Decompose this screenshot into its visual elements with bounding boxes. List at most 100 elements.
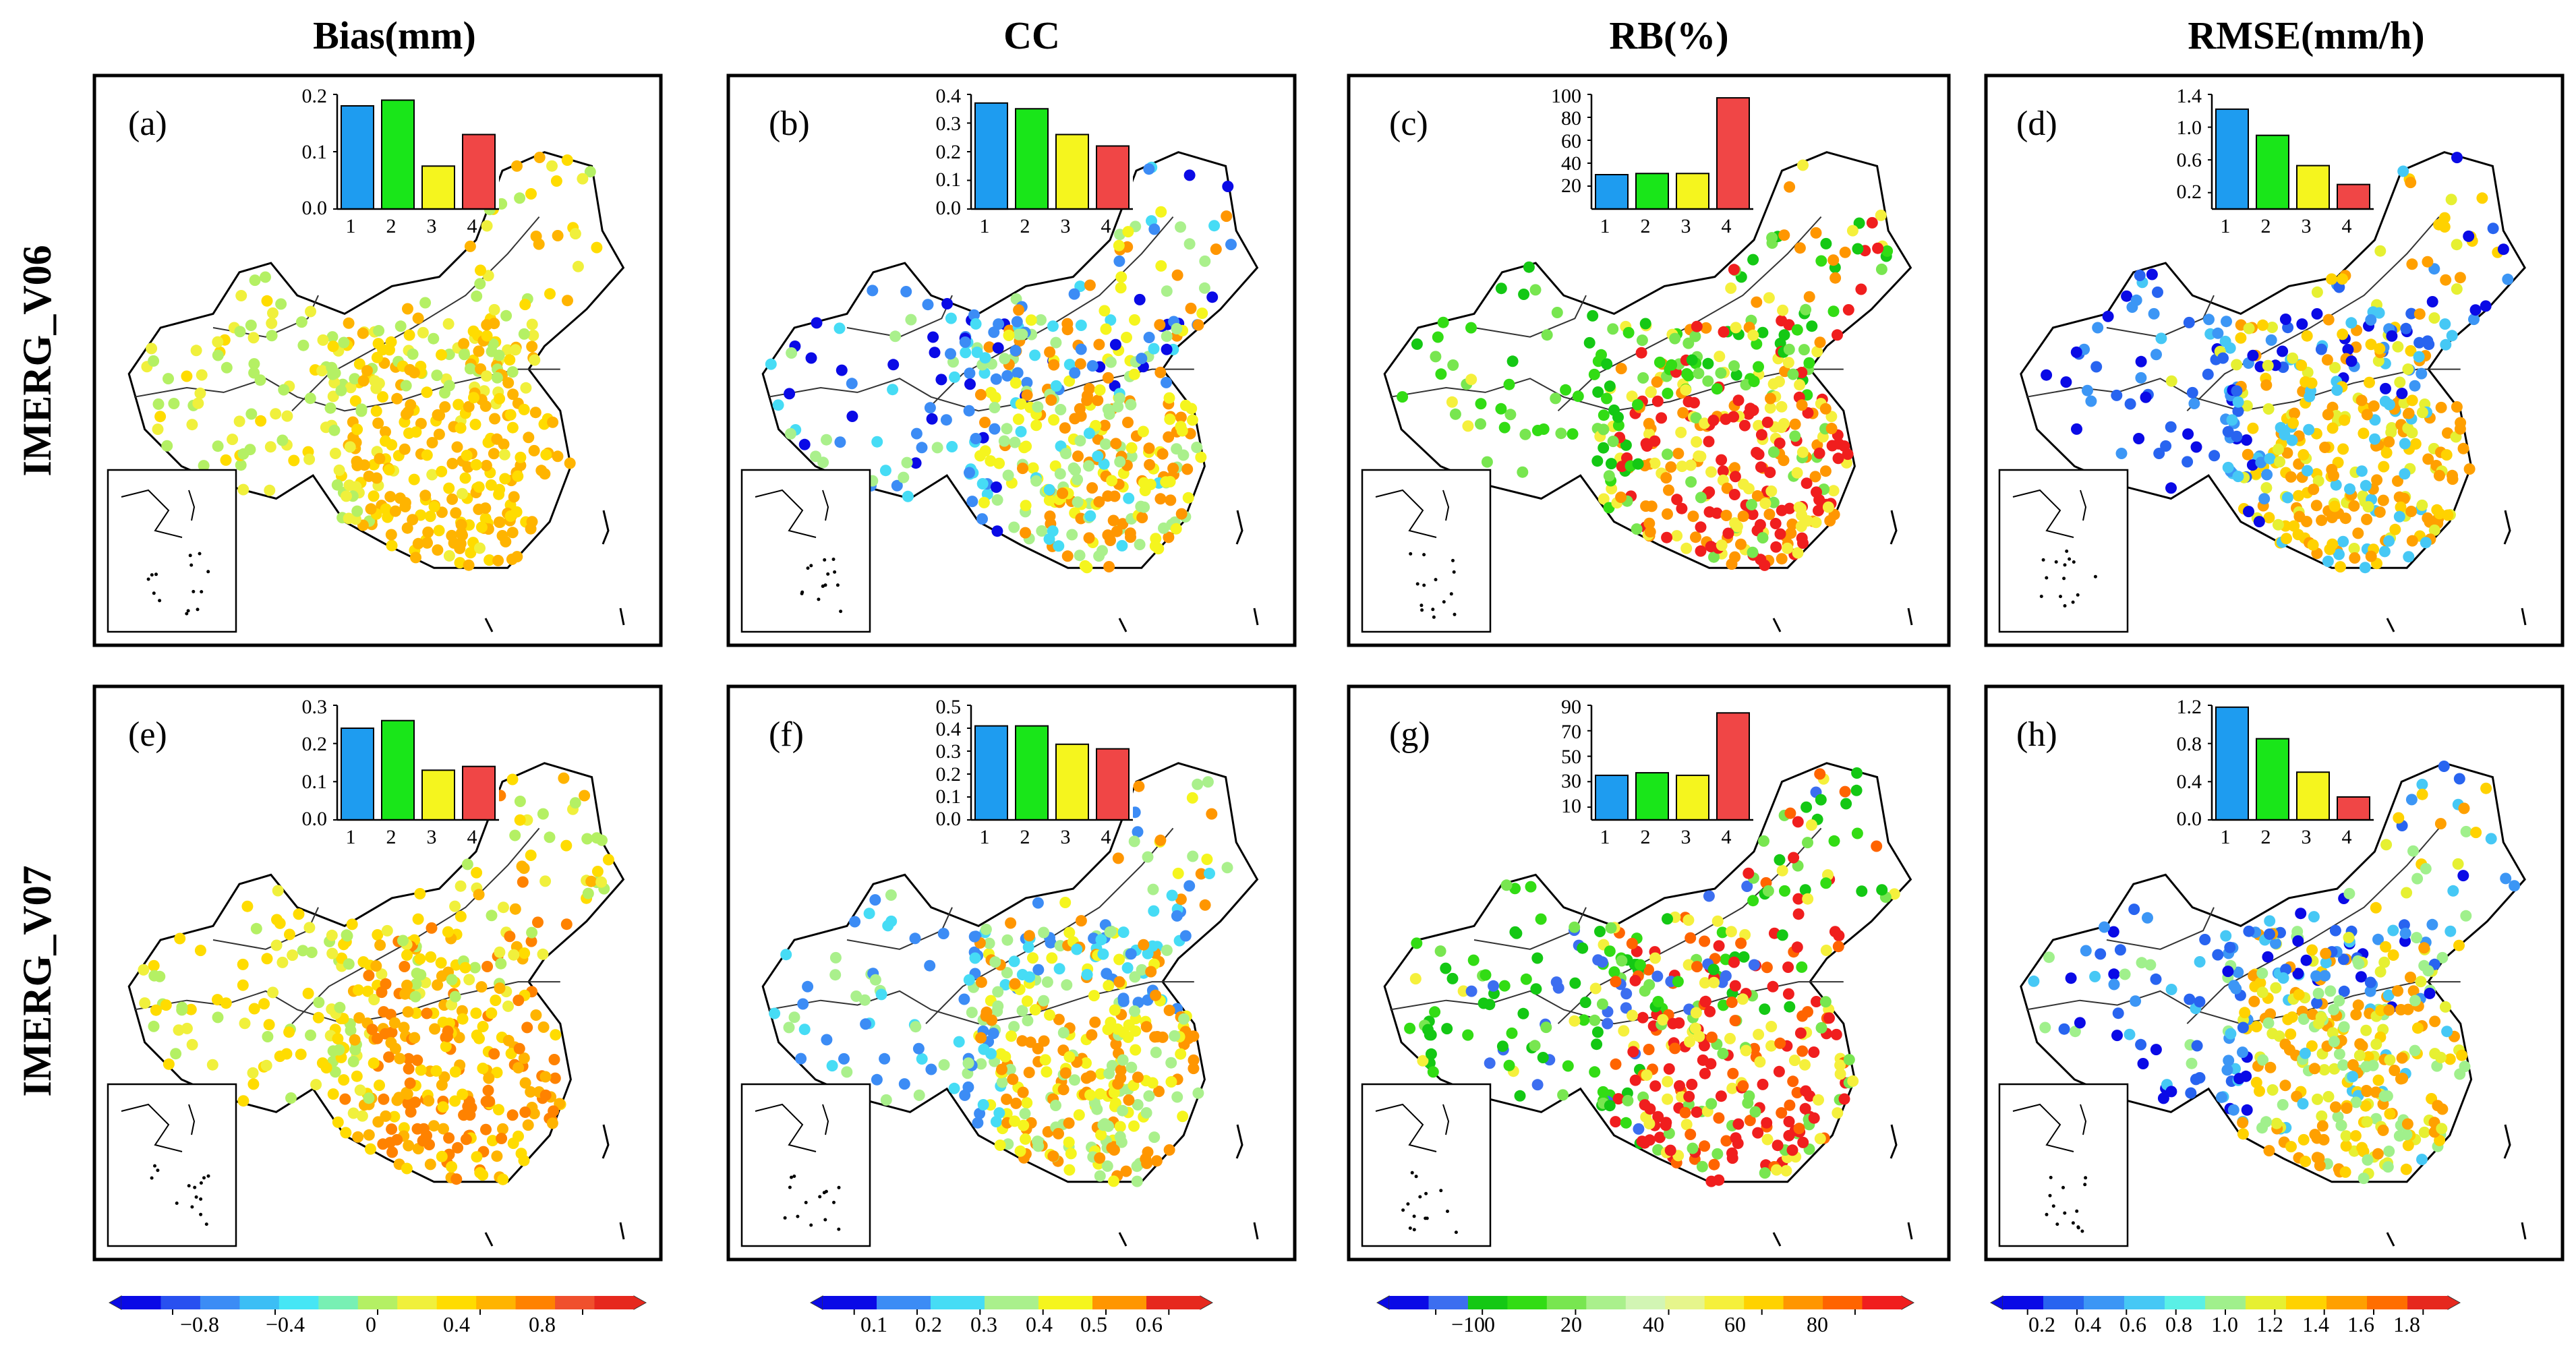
station-marker xyxy=(248,367,260,379)
bar xyxy=(2256,134,2289,210)
station-marker xyxy=(1703,890,1715,902)
station-marker xyxy=(436,1079,448,1091)
inset-island xyxy=(2071,600,2075,604)
inset-island xyxy=(1414,1175,1418,1179)
station-marker xyxy=(1397,391,1409,403)
colorbar-tick-label: 0.6 xyxy=(2119,1312,2146,1336)
x-tick-label: 2 xyxy=(386,826,397,848)
station-marker xyxy=(152,398,165,410)
panel-label-d: (d) xyxy=(2016,105,2057,143)
station-marker xyxy=(248,1003,260,1015)
colorbar-tick-label: 20 xyxy=(1560,1312,1582,1336)
station-marker xyxy=(889,330,902,343)
station-marker xyxy=(992,986,1004,998)
station-marker xyxy=(1199,899,1211,911)
station-marker xyxy=(2041,369,2053,381)
station-marker xyxy=(386,1123,398,1135)
station-marker xyxy=(1754,1056,1766,1068)
colorbar-max-arrow xyxy=(1200,1295,1214,1310)
station-marker xyxy=(1699,977,1711,989)
island-mark xyxy=(1253,608,1259,626)
colorbar-tick-label: 0 xyxy=(365,1312,376,1336)
station-marker xyxy=(1819,465,1832,477)
station-marker xyxy=(480,460,492,471)
station-marker xyxy=(2339,414,2351,426)
station-marker xyxy=(1578,1014,1590,1026)
station-marker xyxy=(1806,320,1818,332)
x-tick-label: 1 xyxy=(2221,215,2231,237)
station-marker xyxy=(2460,910,2472,922)
station-marker xyxy=(368,1057,380,1069)
station-marker xyxy=(408,473,420,485)
colorbar-min-arrow xyxy=(1989,1295,2003,1310)
station-marker xyxy=(2311,308,2323,320)
y-tick-label: 0.3 xyxy=(936,740,962,763)
station-marker xyxy=(1186,792,1198,804)
inset-island xyxy=(150,573,154,577)
station-marker xyxy=(1713,1174,1725,1186)
station-marker xyxy=(1888,888,1900,900)
station-marker xyxy=(1017,1086,1029,1098)
station-marker xyxy=(1447,359,1459,371)
station-marker xyxy=(1728,956,1740,968)
station-marker xyxy=(1154,493,1167,505)
station-marker xyxy=(2451,401,2463,413)
inset-island xyxy=(200,590,204,594)
station-marker xyxy=(1063,359,1076,371)
station-marker xyxy=(1799,1059,1811,1071)
bar xyxy=(421,769,455,821)
inset-island xyxy=(1432,615,1436,619)
y-tick-label: 0.0 xyxy=(302,808,328,830)
station-marker xyxy=(383,1051,395,1063)
station-marker xyxy=(507,1137,519,1150)
station-marker xyxy=(1523,261,1535,273)
station-marker xyxy=(509,829,521,841)
station-marker xyxy=(1705,1098,1718,1110)
station-marker xyxy=(1181,463,1194,475)
station-marker xyxy=(1666,359,1678,371)
colorbar-min-arrow xyxy=(1376,1295,1390,1310)
station-marker xyxy=(2194,996,2206,1008)
panel-frame-h xyxy=(1984,684,2565,1262)
colorbar-tick-label: 0.1 xyxy=(860,1312,887,1336)
panel-label-c: (c) xyxy=(1389,105,1428,143)
y-tick-label: 40 xyxy=(1561,152,1581,175)
station-marker xyxy=(1150,1046,1162,1059)
station-marker xyxy=(518,403,530,415)
station-marker xyxy=(332,1033,344,1044)
y-tick-label: 0.2 xyxy=(302,85,328,107)
station-marker xyxy=(983,341,995,353)
island-mark xyxy=(619,608,625,626)
station-marker xyxy=(426,922,438,934)
x-tick-label: 4 xyxy=(467,215,477,237)
station-marker xyxy=(1651,376,1663,388)
station-marker xyxy=(333,464,345,476)
station-marker xyxy=(1669,1042,1681,1055)
station-marker xyxy=(425,951,437,963)
colorbar-segment xyxy=(1586,1296,1627,1309)
station-marker xyxy=(2416,499,2428,511)
inset-island xyxy=(2045,576,2049,580)
station-marker xyxy=(1705,466,1717,478)
station-marker xyxy=(1093,338,1105,351)
station-marker xyxy=(474,542,486,554)
station-marker xyxy=(985,1048,997,1060)
station-marker xyxy=(270,408,282,420)
station-marker xyxy=(2368,400,2380,412)
bar xyxy=(1096,748,1130,821)
station-marker xyxy=(1632,458,1644,470)
station-marker xyxy=(1802,837,1813,849)
inset-island xyxy=(2063,1211,2067,1215)
station-marker xyxy=(262,1031,274,1042)
station-marker xyxy=(449,900,461,912)
station-marker xyxy=(446,529,458,541)
inset-island xyxy=(189,563,194,567)
station-marker xyxy=(1592,954,1604,966)
station-marker xyxy=(2411,872,2424,885)
station-marker xyxy=(526,926,538,939)
station-marker xyxy=(2082,384,2093,396)
colorbar-segment xyxy=(1783,1296,1823,1309)
climate-zone-boundary xyxy=(2026,981,2461,1025)
station-marker xyxy=(1535,913,1547,925)
station-marker xyxy=(2160,440,2172,452)
